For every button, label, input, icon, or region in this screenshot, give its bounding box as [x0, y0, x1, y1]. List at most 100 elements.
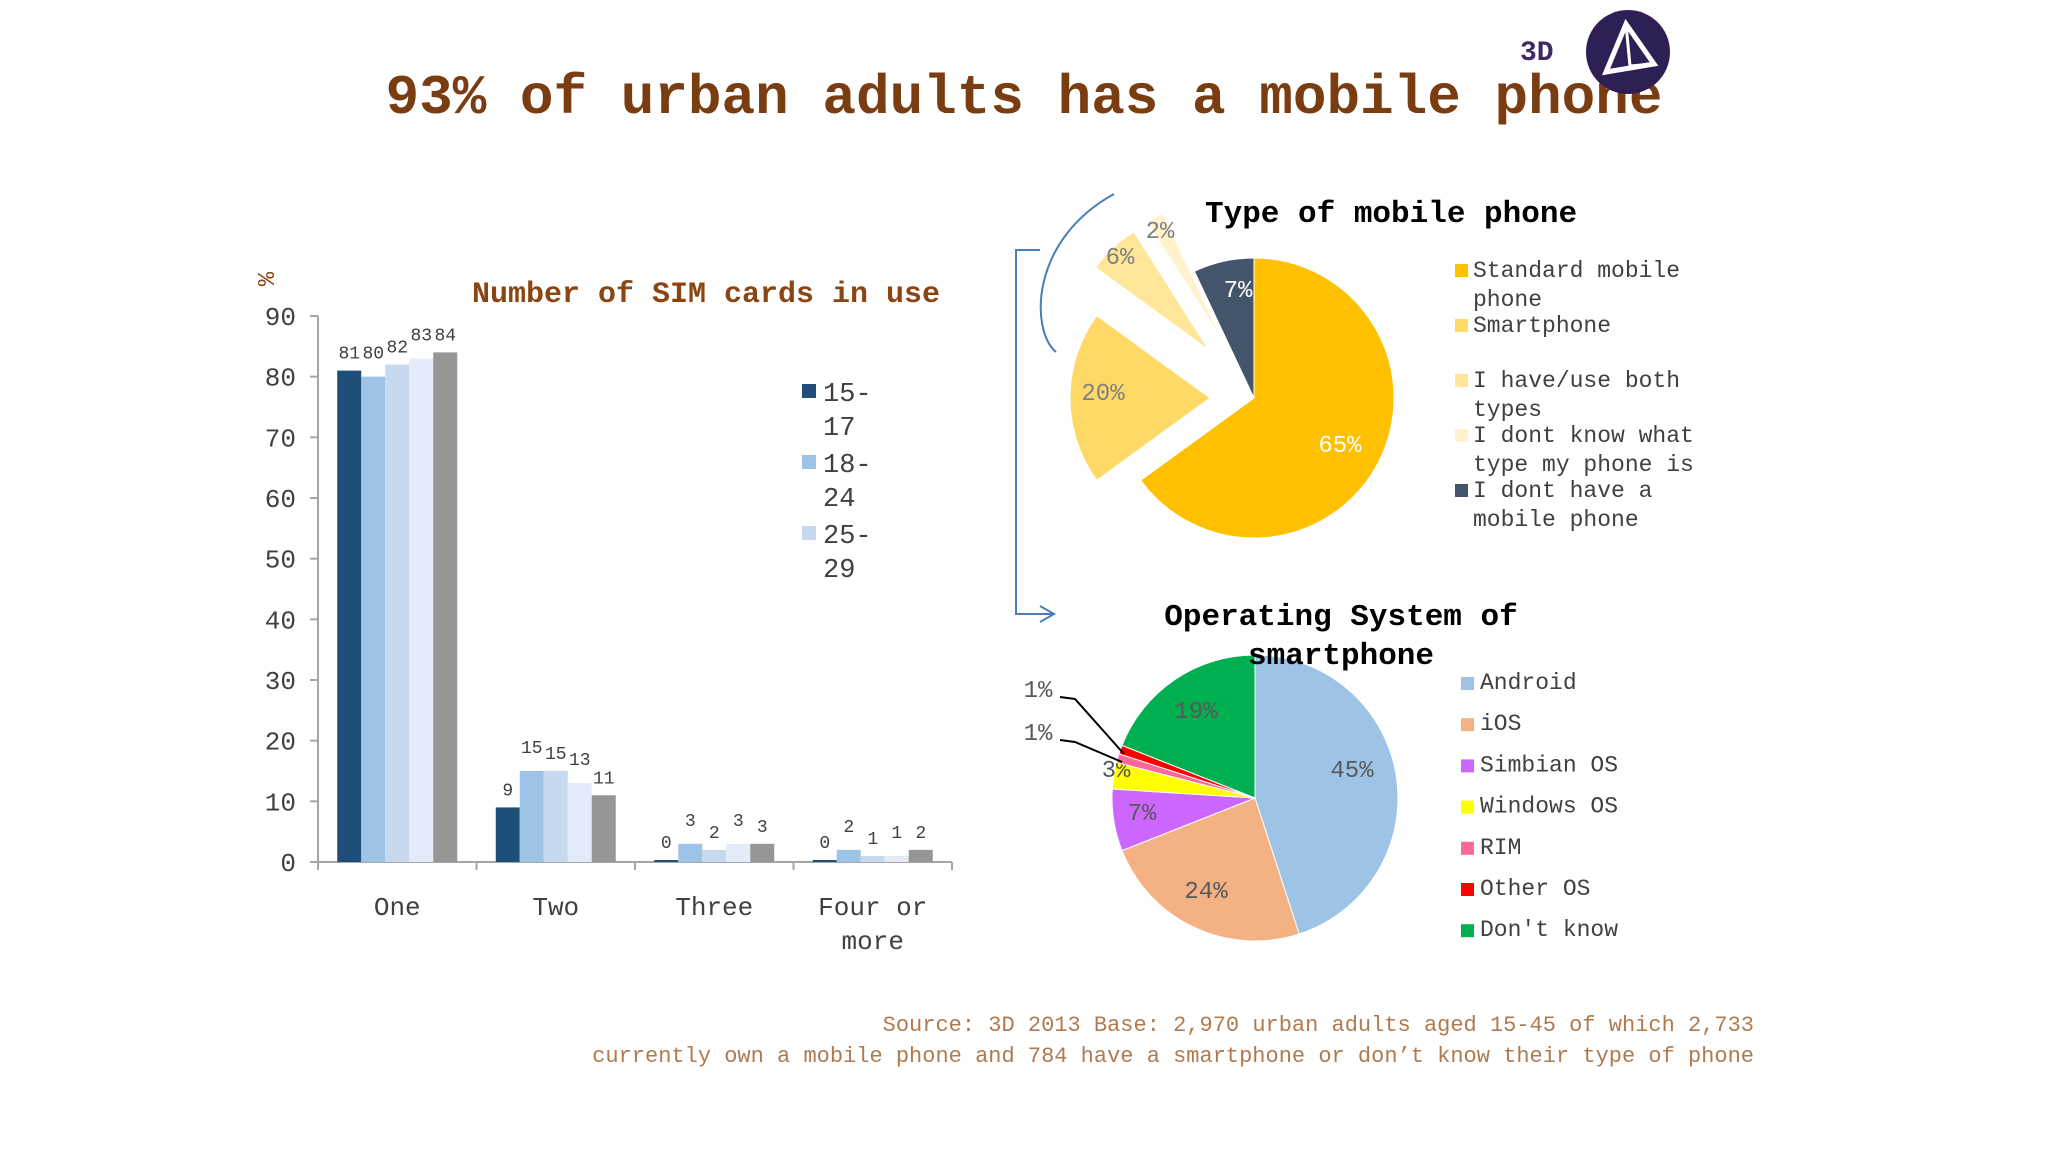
legend-label: Simbian OS: [1480, 752, 1618, 778]
bar-data-label: 83: [410, 326, 432, 346]
bar-data-label: 0: [661, 834, 672, 854]
x-tick-label: Four or: [818, 893, 927, 923]
smartphone-connector: [1015, 193, 1115, 623]
bar: [409, 358, 434, 862]
bar: [726, 843, 751, 862]
bar-data-label: 15: [545, 745, 567, 765]
logo-text: 3D: [1520, 38, 1554, 69]
legend-label: Smartphone: [1473, 313, 1611, 339]
os-pie-chart: 45%24%7%3%1%1%19%Operating System ofsmar…: [1024, 600, 1619, 943]
legend-label: I dont know what: [1473, 423, 1694, 449]
pie-data-label: 24%: [1184, 879, 1228, 906]
source-note: Source: 3D 2013 Base: 2,970 urban adults…: [592, 1010, 1754, 1072]
bar: [519, 771, 544, 862]
legend-swatch: [1455, 374, 1468, 387]
bar-data-label: 81: [338, 345, 360, 365]
pie-data-label: 7%: [1224, 278, 1253, 305]
pie-slice: [1121, 654, 1256, 799]
pie-data-label: 1%: [1024, 721, 1053, 748]
x-tick-label: Three: [675, 893, 753, 923]
pie-slice: [1069, 315, 1211, 481]
pie-slice: [1140, 257, 1395, 539]
pie-slice: [1193, 257, 1255, 399]
y-tick-label: 60: [265, 485, 296, 515]
leader-line: [1059, 696, 1125, 755]
legend-swatch: [1461, 841, 1474, 855]
legend-swatch: [802, 455, 816, 469]
legend-label: I dont have a: [1473, 478, 1653, 504]
legend-label: 18-: [823, 451, 872, 481]
legend-label: 15-: [823, 380, 872, 410]
legend-label: type my phone is: [1473, 452, 1694, 478]
bar-data-label: 15: [521, 739, 543, 759]
bar-chart-title: Number of SIM cards in use: [472, 278, 940, 312]
bar-data-label: 1: [891, 824, 902, 844]
bar: [678, 843, 703, 862]
bar-data-label: 11: [593, 769, 615, 789]
pie-data-label: 1%: [1024, 678, 1053, 705]
bar-data-label: 0: [819, 834, 830, 854]
bar: [361, 376, 386, 862]
source-line-2: currently own a mobile phone and 784 hav…: [592, 1044, 1754, 1069]
pie-slice: [1254, 654, 1399, 935]
os-title-line-2: smartphone: [1248, 639, 1434, 674]
bar: [543, 771, 568, 862]
bar: [433, 352, 458, 862]
pie-data-label: 19%: [1174, 699, 1218, 726]
os-title-line-1: Operating System of: [1164, 600, 1517, 635]
legend-label: Other OS: [1480, 876, 1590, 902]
bar: [812, 860, 837, 862]
legend-label: Android: [1480, 670, 1577, 696]
bar-data-label: 84: [434, 326, 456, 346]
bar-data-label: 2: [709, 824, 720, 844]
legend-swatch: [1461, 800, 1474, 814]
bar-data-label: 13: [569, 751, 591, 771]
legend-swatch: [802, 526, 816, 540]
y-tick-label: 70: [265, 424, 296, 454]
logo: 3D: [1520, 10, 1670, 94]
bar: [702, 849, 727, 862]
bar: [591, 795, 616, 862]
pie-data-label: 20%: [1081, 381, 1125, 408]
pie-slice: [1121, 797, 1300, 942]
legend-label: RIM: [1480, 835, 1521, 861]
bar: [567, 783, 592, 862]
legend-swatch: [1461, 677, 1474, 690]
legend-label: types: [1473, 397, 1542, 423]
legend-label: iOS: [1480, 711, 1521, 737]
bar: [836, 849, 861, 862]
legend-label: Don't know: [1480, 917, 1618, 943]
legend-label: mobile phone: [1473, 507, 1639, 533]
legend-swatch: [1461, 718, 1474, 732]
legend-swatch: [1461, 924, 1474, 938]
diamond-logo-icon: [1586, 10, 1670, 94]
phone-type-title: Type of mobile phone: [1205, 197, 1577, 232]
pie-slice: [1146, 212, 1223, 341]
x-tick-label: Two: [532, 893, 579, 923]
legend-label: 24: [823, 485, 855, 515]
legend-label: Standard mobile: [1473, 258, 1680, 284]
y-axis-label: %: [255, 271, 282, 286]
bar-data-label: 9: [502, 781, 513, 801]
y-tick-label: 40: [265, 606, 296, 636]
y-tick-label: 20: [265, 728, 296, 758]
bar-data-label: 2: [843, 818, 854, 838]
bar: [750, 843, 775, 862]
bracket-line: [1015, 249, 1052, 615]
arc-line: [1039, 193, 1115, 353]
bar: [337, 370, 362, 862]
legend-label: Windows OS: [1480, 794, 1618, 820]
bar: [385, 364, 410, 862]
phone-type-pie-chart: 65% 20% 6% 2% 7% Type of mobile phone Standard…: [1069, 197, 1694, 539]
bar: [908, 849, 933, 862]
legend-label: 25-: [823, 522, 872, 552]
x-tick-label: One: [374, 893, 421, 923]
source-line-1: Source: 3D 2013 Base: 2,970 urban adults…: [882, 1013, 1754, 1038]
legend-label: 29: [823, 556, 855, 586]
legend-swatch: [1455, 429, 1468, 442]
legend-swatch: [1461, 759, 1474, 773]
leader-line: [1059, 739, 1123, 763]
y-tick-label: 50: [265, 546, 296, 576]
pie-data-label: 65%: [1318, 433, 1362, 460]
